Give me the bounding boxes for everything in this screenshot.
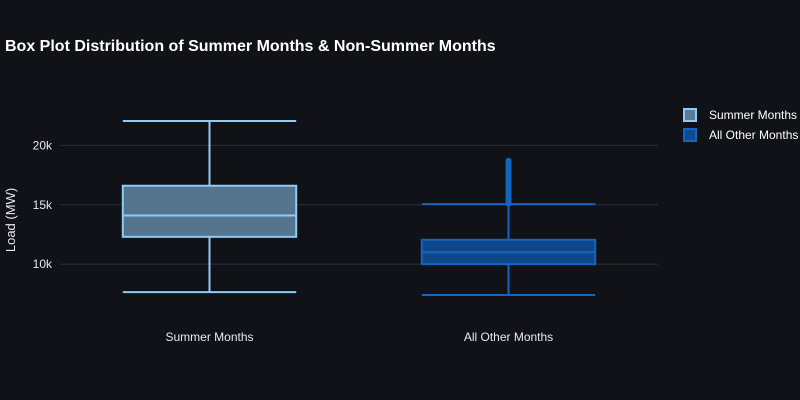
legend-swatch	[683, 128, 697, 142]
box-group	[420, 157, 597, 297]
x-tick-label: All Other Months	[464, 330, 553, 344]
boxes	[121, 119, 597, 297]
y-axis-ticks: 10k 15k 20k	[33, 138, 53, 271]
legend: Summer Months All Other Months	[683, 108, 798, 142]
outlier-point	[505, 157, 512, 164]
x-axis-ticks: Summer Months All Other Months	[165, 330, 553, 344]
legend-label: Summer Months	[709, 108, 797, 122]
y-axis-title: Load (MW)	[3, 188, 18, 252]
iqr-box	[121, 184, 298, 238]
legend-swatch	[683, 108, 697, 122]
chart-title: Box Plot Distribution of Summer Months &…	[5, 38, 496, 55]
x-tick-label: Summer Months	[165, 330, 253, 344]
legend-label: All Other Months	[709, 128, 798, 142]
y-tick-label: 20k	[33, 138, 53, 152]
y-tick-label: 10k	[33, 257, 53, 271]
box-group	[121, 119, 298, 294]
y-tick-label: 15k	[33, 198, 53, 212]
